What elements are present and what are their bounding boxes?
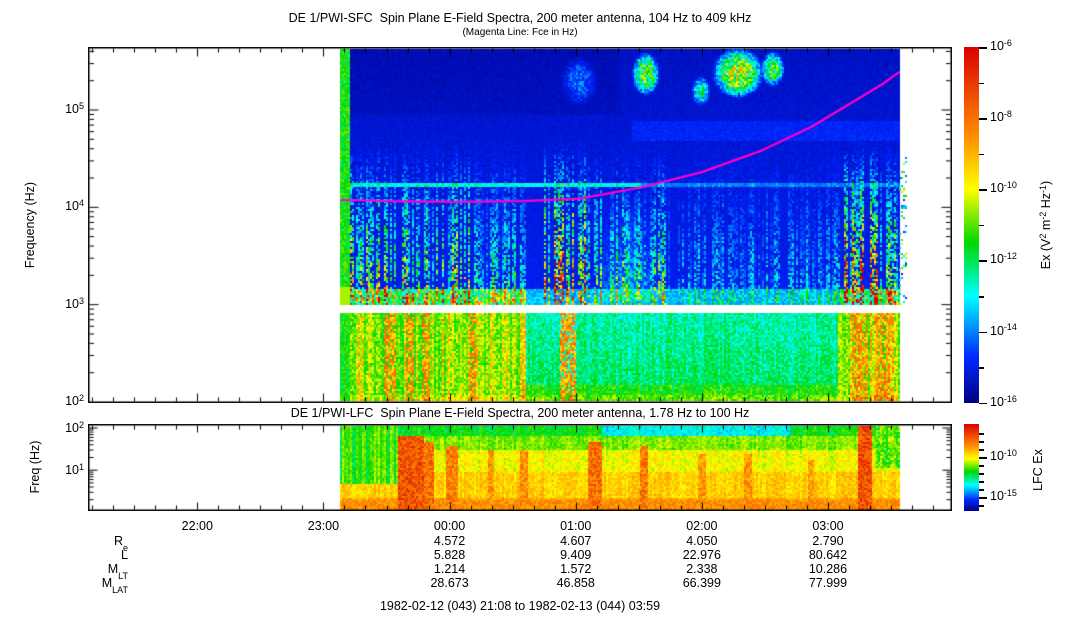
- lfc-colorbar-tick: [979, 473, 984, 475]
- sfc-colorbar-tick: [979, 367, 984, 369]
- lfc-title: DE 1/PWI-LFC Spin Plane E-Field Spectra,…: [290, 406, 750, 420]
- sfc-colorbar-tick: [979, 47, 987, 49]
- ephemeris-value: 5.828: [433, 548, 466, 562]
- ephemeris-value: 10.286: [808, 562, 848, 576]
- sfc-y-axis-label: Frequency (Hz): [23, 181, 37, 269]
- ephemeris-row-label: MLT: [107, 562, 128, 581]
- ephemeris-value: 4.572: [433, 534, 466, 548]
- sfc-subtitle: (Magenta Line: Fce in Hz): [462, 27, 578, 38]
- lfc-colorbar-tick: [979, 505, 984, 507]
- ephemeris-value: 9.409: [560, 548, 592, 562]
- lfc-colorbar-tick: [979, 481, 984, 483]
- time-tick-label: 01:00: [560, 519, 592, 533]
- sfc-spectrogram-canvas: [88, 47, 952, 403]
- time-tick-label: 00:00: [433, 519, 466, 533]
- sfc-colorbar-tick: [979, 153, 984, 156]
- lfc-colorbar-unit-label: LFC Ex: [1031, 449, 1045, 491]
- ephemeris-value: 22.976: [682, 548, 721, 562]
- sfc-colorbar-tick: [979, 402, 987, 405]
- ephemeris-row-label: MLAT: [101, 576, 128, 595]
- lfc-spectrogram-canvas: [88, 424, 952, 511]
- ephemeris-value: 2.790: [812, 534, 844, 548]
- lfc-colorbar-tick: [979, 465, 984, 467]
- time-tick-label: 03:00: [812, 519, 844, 533]
- lfc-colorbar-tick: [979, 497, 987, 499]
- time-tick-label: 22:00: [181, 519, 213, 533]
- sfc-colorbar-tick-label: 10-14: [990, 322, 1017, 338]
- sfc-colorbar-tick-label: 10-16: [990, 393, 1017, 409]
- sfc-y-tick-label: 102: [65, 392, 84, 408]
- sfc-colorbar-tick-label: 10-12: [990, 251, 1017, 267]
- lfc-colorbar-tick: [979, 441, 984, 443]
- sfc-colorbar-tick: [979, 331, 987, 334]
- ephemeris-value: 1.572: [560, 562, 592, 576]
- ephemeris-value: 77.999: [808, 576, 848, 590]
- ephemeris-value: 1.214: [433, 562, 466, 576]
- sfc-y-tick-label: 104: [65, 198, 84, 214]
- lfc-colorbar-tick: [979, 457, 987, 459]
- sfc-colorbar-tick: [979, 82, 984, 85]
- sfc-colorbar-tick-label: 10-10: [990, 180, 1017, 196]
- sfc-colorbar-tick: [979, 260, 987, 262]
- ephemeris-value: 66.399: [682, 576, 721, 590]
- lfc-colorbar-tick-label: 10-15: [990, 487, 1017, 503]
- ephemeris-value: 4.607: [560, 534, 592, 548]
- sfc-colorbar-tick: [979, 189, 987, 191]
- ephemeris-value: 46.858: [556, 576, 595, 590]
- ephemeris-value: 2.338: [686, 562, 718, 576]
- lfc-colorbar-tick: [979, 489, 984, 491]
- sfc-colorbar-tick-label: 10-6: [990, 37, 1012, 53]
- lfc-colorbar: [964, 424, 979, 511]
- lfc-y-tick-label: 102: [65, 419, 84, 435]
- ephemeris-row-label: L: [121, 548, 128, 562]
- sfc-y-tick-label: 105: [65, 100, 84, 116]
- lfc-y-tick-label: 101: [65, 462, 84, 478]
- lfc-colorbar-tick-label: 10-10: [990, 447, 1017, 463]
- sfc-colorbar-unit-label: Ex (V2 m-2 Hz-1): [1037, 180, 1053, 270]
- sfc-title: DE 1/PWI-SFC Spin Plane E-Field Spectra,…: [288, 11, 752, 25]
- time-tick-label: 02:00: [686, 519, 718, 533]
- ephemeris-value: 80.642: [808, 548, 848, 562]
- sfc-colorbar-tick: [979, 224, 984, 227]
- lfc-colorbar-tick: [979, 433, 984, 435]
- ephemeris-value: 4.050: [686, 534, 718, 548]
- sfc-colorbar-tick: [979, 118, 987, 120]
- sfc-colorbar-tick-label: 10-8: [990, 109, 1012, 125]
- lfc-colorbar-tick: [979, 449, 984, 451]
- ephemeris-value: 28.673: [430, 576, 469, 590]
- time-tick-label: 23:00: [307, 519, 340, 533]
- sfc-colorbar-tick: [979, 296, 984, 298]
- sfc-colorbar: [964, 47, 979, 403]
- ephemeris-row-label: Re: [113, 534, 128, 553]
- sfc-y-tick-label: 103: [65, 295, 84, 311]
- time-range-footer: 1982-02-12 (043) 21:08 to 1982-02-13 (04…: [379, 599, 661, 613]
